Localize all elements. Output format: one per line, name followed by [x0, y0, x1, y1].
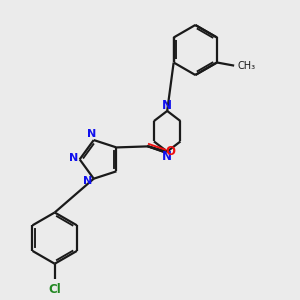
Text: Cl: Cl — [48, 283, 61, 296]
Text: N: N — [87, 129, 97, 140]
Text: O: O — [165, 145, 175, 158]
Text: N: N — [83, 176, 93, 186]
Text: N: N — [162, 150, 172, 163]
Text: N: N — [162, 99, 172, 112]
Text: N: N — [69, 153, 79, 163]
Text: CH₃: CH₃ — [237, 61, 255, 70]
